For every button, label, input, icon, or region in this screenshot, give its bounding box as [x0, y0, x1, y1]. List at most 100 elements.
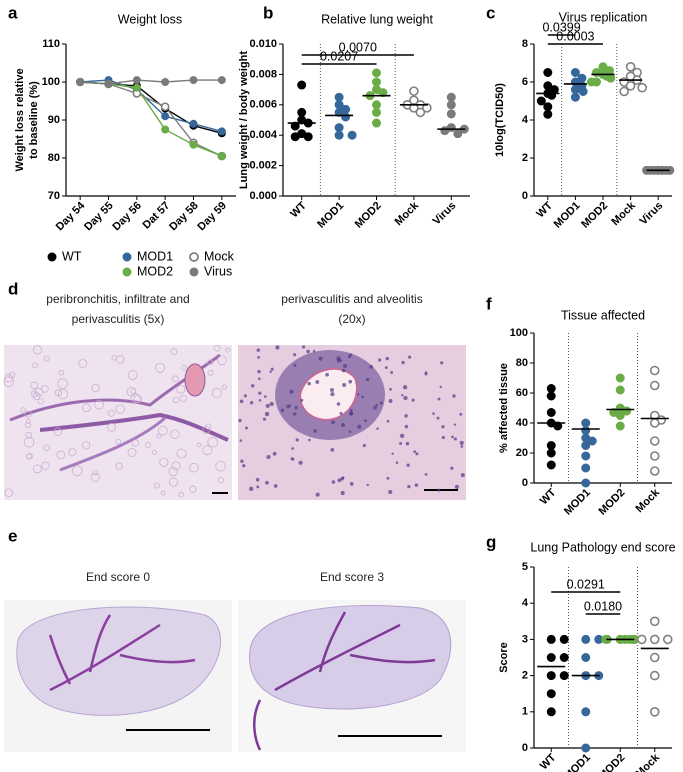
alveolus [107, 422, 117, 432]
x-tick-label: MOD1 [562, 487, 593, 518]
cell-nucleus [349, 412, 354, 416]
cell-nucleus [384, 366, 388, 369]
alveolus [78, 359, 88, 368]
alveolus [181, 365, 187, 371]
data-point [578, 87, 588, 96]
cell-nucleus [315, 492, 320, 497]
alveolus [207, 359, 214, 366]
alveolus [91, 383, 100, 393]
cell-nucleus [362, 443, 366, 448]
x-tick-label: Mock [634, 486, 663, 515]
alveolus [131, 439, 140, 447]
chart-title: Lung Pathology end score [530, 540, 675, 554]
alveolus [71, 465, 83, 476]
data-point [615, 411, 625, 420]
data-point [217, 152, 226, 161]
alveolus [211, 387, 222, 398]
cell-nucleus [459, 412, 463, 416]
data-point [649, 466, 660, 476]
cell-nucleus [339, 411, 343, 415]
y-tick-label: 3 [522, 633, 528, 645]
cell-nucleus [265, 403, 270, 408]
x-tick-label: Virus [638, 200, 666, 228]
data-point [546, 707, 556, 717]
y-tick-label: 4 [522, 114, 529, 126]
data-point [581, 426, 591, 435]
cell-nucleus [312, 349, 316, 353]
data-point [649, 634, 660, 645]
cell-nucleus [330, 392, 335, 397]
cell-nucleus [452, 394, 456, 398]
panel-label: g [486, 532, 496, 551]
data-point [570, 92, 580, 102]
cell-nucleus [378, 358, 382, 362]
cell-nucleus [440, 361, 444, 365]
x-tick-label: Day 58 [167, 200, 201, 234]
p-value: 0.0070 [339, 40, 377, 54]
alveolus [168, 477, 178, 487]
alveolus [34, 387, 44, 397]
cell-nucleus [272, 451, 277, 456]
data-point [546, 441, 556, 450]
cell-nucleus [336, 356, 341, 361]
data-point [440, 126, 450, 136]
data-point [297, 80, 307, 90]
data-point [547, 90, 557, 100]
cell-nucleus [347, 355, 351, 359]
y-tick-label: 8 [522, 38, 528, 50]
data-point [649, 706, 660, 717]
data-point [372, 77, 381, 87]
alveolus [57, 388, 69, 400]
data-point [189, 76, 198, 85]
x-tick-label: Mock [609, 199, 638, 228]
cell-nucleus [330, 447, 335, 452]
cell-nucleus [388, 490, 393, 495]
y-tick-label: 0.000 [249, 190, 277, 202]
lung-image-score-0 [4, 600, 232, 752]
cell-nucleus [453, 423, 457, 426]
data-point [581, 707, 591, 717]
y-tick-label: 5 [522, 561, 528, 573]
y-tick-label: 4 [522, 597, 529, 609]
data-point [372, 100, 381, 110]
x-tick-label: WT [288, 199, 309, 220]
airways [253, 611, 436, 751]
data-point [334, 123, 344, 133]
data-point [161, 112, 170, 121]
alveolus [179, 394, 187, 403]
data-point [415, 107, 426, 118]
y-tick-label: 0 [522, 742, 528, 754]
alveolus [127, 370, 138, 380]
data-point [619, 86, 629, 97]
cell-nucleus [306, 349, 310, 354]
cell-nucleus [331, 420, 336, 425]
cell-nucleus [390, 371, 394, 374]
x-tick-label: Dat 57 [141, 200, 173, 232]
alveolus [176, 448, 187, 459]
data-point [372, 107, 381, 117]
alveolus [94, 400, 104, 410]
data-point [586, 77, 596, 87]
alveolus [68, 448, 77, 457]
alveolus [202, 445, 213, 456]
legend-label: MOD1 [137, 249, 173, 263]
cell-nucleus [239, 439, 243, 442]
cell-nucleus [356, 393, 360, 396]
cell-nucleus [375, 403, 378, 407]
alveolus [41, 461, 50, 470]
data-point [297, 107, 307, 117]
cell-nucleus [441, 425, 445, 429]
data-point [290, 132, 300, 142]
image-caption: End score 0 [86, 570, 150, 584]
data-point [543, 68, 553, 77]
cell-nucleus [256, 348, 261, 352]
alveolus [43, 444, 50, 451]
alveolus [197, 377, 204, 383]
data-point [546, 408, 556, 417]
alveolus [30, 390, 39, 398]
cell-nucleus [298, 460, 303, 465]
alveolus [160, 490, 166, 496]
cell-nucleus [436, 416, 440, 420]
data-point [625, 62, 636, 72]
data-point [581, 634, 591, 644]
